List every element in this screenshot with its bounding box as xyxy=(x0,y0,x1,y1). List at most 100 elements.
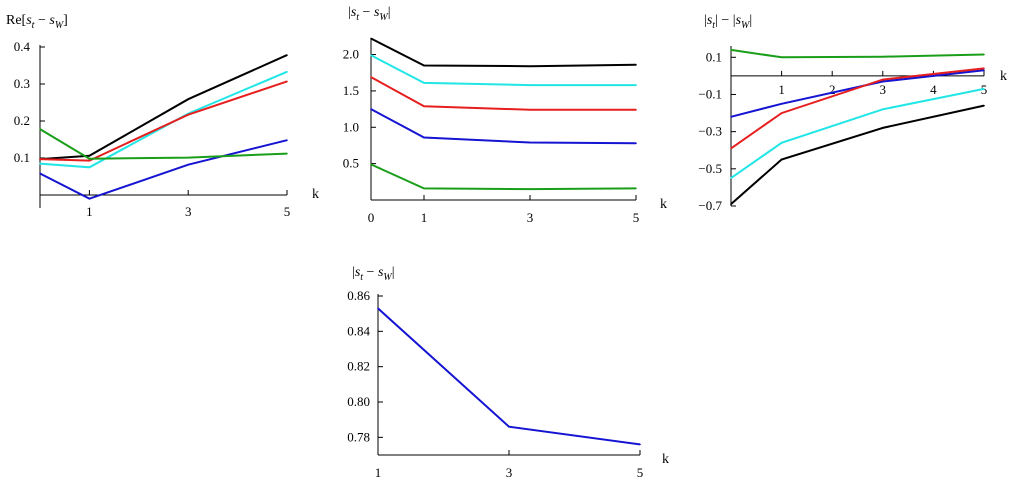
ytick-label-abs-diff-blue: 0.78 xyxy=(347,429,370,444)
chart-abs-minus-abs: |st| − |sW| k 0.1−0.1−0.3−0.5−0.712345 xyxy=(698,13,1007,213)
series-line-green xyxy=(370,163,637,191)
data-point-red xyxy=(882,78,884,81)
ytick-label-abs-minus-abs: −0.7 xyxy=(698,198,722,213)
data-point-black xyxy=(730,203,732,205)
ytick-label-abs-minus-abs: 0.1 xyxy=(706,49,722,64)
xtick-label-abs-diff: 1 xyxy=(421,210,428,225)
chart-abs-diff: |st − sW| k 0.5 1.0 1.5 2.0 0 1 3 5 xyxy=(343,5,667,225)
series-line-red xyxy=(39,80,288,162)
data-point-red xyxy=(423,105,425,107)
data-point-blue xyxy=(423,136,425,139)
data-point-red xyxy=(187,113,189,116)
xlabel-abs-minus-abs: k xyxy=(1000,69,1007,84)
data-point-red xyxy=(370,76,372,78)
data-point-red xyxy=(286,80,288,83)
series-line-green xyxy=(39,128,288,160)
ytick-label-re-diff: 0.3 xyxy=(14,76,30,91)
series-line-black xyxy=(730,104,985,205)
series-line-green xyxy=(730,48,985,59)
ytick-label-abs-diff-blue: 0.80 xyxy=(347,394,370,409)
data-point-green xyxy=(187,156,189,159)
data-point-black xyxy=(286,54,288,56)
xlabel-abs-diff: k xyxy=(660,197,667,212)
data-point-blue xyxy=(377,307,379,310)
series-line-black xyxy=(370,37,637,68)
ytick-label-abs-minus-abs: −0.5 xyxy=(698,161,722,176)
ylabel-abs-diff-blue: |st − sW| xyxy=(352,265,395,283)
data-point-cyan xyxy=(529,84,531,86)
data-point-blue xyxy=(882,80,884,83)
series-line-cyan xyxy=(39,70,288,169)
xtick-label-abs-minus-abs: 1 xyxy=(778,82,785,97)
data-point-cyan xyxy=(730,177,732,179)
data-point-cyan xyxy=(983,88,985,90)
data-point-green xyxy=(88,157,91,160)
data-point-cyan xyxy=(286,70,288,73)
data-point-black xyxy=(423,64,425,67)
data-point-blue xyxy=(286,139,288,142)
xtick-label-abs-minus-abs: 4 xyxy=(930,82,937,97)
ytick-label-abs-diff: 1.0 xyxy=(343,119,359,134)
data-point-blue xyxy=(730,115,732,118)
ytick-label-abs-diff-blue: 0.84 xyxy=(347,323,370,338)
data-point-green xyxy=(983,53,985,56)
data-point-blue xyxy=(780,102,783,105)
series-line-blue xyxy=(730,69,985,118)
plot-area-re-diff: 0.1 0.2 0.3 0.4 1 3 5 xyxy=(14,39,291,219)
data-point-blue xyxy=(39,172,41,175)
data-point-blue xyxy=(88,197,91,200)
data-point-green xyxy=(882,55,884,58)
ytick-label-re-diff: 0.4 xyxy=(14,39,31,54)
data-point-red xyxy=(635,109,637,111)
data-point-black xyxy=(635,63,637,66)
plot-area-abs-minus-abs: 0.1−0.1−0.3−0.5−0.712345 xyxy=(698,46,987,213)
data-point-black xyxy=(370,37,372,40)
ytick-label-abs-diff-blue: 0.86 xyxy=(347,288,370,303)
xtick-label-abs-diff-blue: 3 xyxy=(506,465,513,480)
data-point-cyan xyxy=(39,162,41,165)
xtick-label-abs-minus-abs: 2 xyxy=(829,82,836,97)
ytick-label-abs-diff: 0.5 xyxy=(343,156,359,171)
data-point-black xyxy=(529,65,531,67)
ytick-label-abs-diff-blue: 0.82 xyxy=(347,359,370,374)
data-point-cyan xyxy=(635,84,637,86)
series-line-blue xyxy=(370,108,637,145)
data-point-blue xyxy=(187,163,189,166)
data-point-blue xyxy=(508,425,510,428)
xtick-label-abs-diff: 3 xyxy=(527,210,534,225)
data-point-blue xyxy=(639,443,641,446)
xtick-label-re-diff: 5 xyxy=(284,204,291,219)
ytick-label-abs-diff: 1.5 xyxy=(343,83,359,98)
data-point-black xyxy=(882,127,884,129)
plot-area-abs-diff-blue: 0.78 0.80 0.82 0.84 0.86 1 3 5 xyxy=(347,288,643,480)
data-point-black xyxy=(780,158,783,161)
data-point-red xyxy=(780,112,783,114)
ytick-label-abs-minus-abs: −0.3 xyxy=(698,124,722,139)
data-point-black xyxy=(88,154,91,157)
ytick-label-re-diff: 0.2 xyxy=(14,113,30,128)
data-point-green xyxy=(780,56,783,59)
xtick-label-re-diff: 1 xyxy=(86,204,93,219)
xtick-label-abs-minus-abs: 3 xyxy=(880,82,887,97)
data-point-black xyxy=(187,98,189,100)
xlabel-abs-diff-blue: k xyxy=(662,452,669,467)
data-point-cyan xyxy=(882,108,884,111)
chart-abs-diff-blue: |st − sW| k 0.78 0.80 0.82 0.84 0.86 1 3 5 xyxy=(347,265,669,480)
data-point-blue xyxy=(983,69,985,72)
ylabel-abs-minus-abs: |st| − |sW| xyxy=(704,13,752,31)
data-point-green xyxy=(39,128,41,130)
plot-area-abs-diff: 0.5 1.0 1.5 2.0 0 1 3 5 xyxy=(343,37,639,225)
data-point-green xyxy=(423,187,425,190)
ytick-label-abs-minus-abs: −0.1 xyxy=(698,86,722,101)
xtick-label-abs-diff: 0 xyxy=(368,210,375,225)
series-line-blue xyxy=(39,139,288,200)
series-line-blue xyxy=(377,307,641,446)
data-point-cyan xyxy=(423,82,425,84)
data-point-blue xyxy=(529,141,531,144)
xtick-label-re-diff: 3 xyxy=(185,204,192,219)
data-point-green xyxy=(529,188,531,190)
ylabel-abs-diff: |st − sW| xyxy=(348,5,391,23)
data-point-blue xyxy=(635,142,637,145)
ytick-label-abs-diff: 2.0 xyxy=(343,47,359,62)
